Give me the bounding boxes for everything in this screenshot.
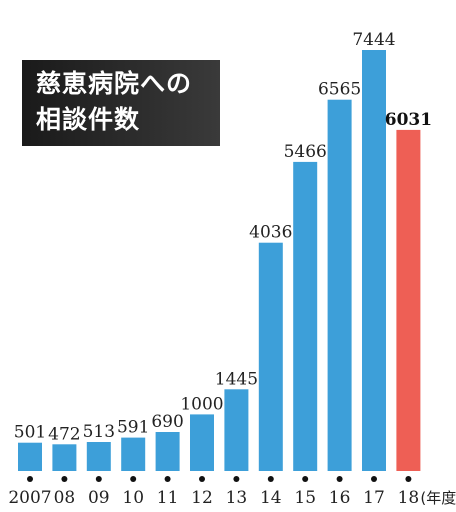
value-label-14: 4036 bbox=[249, 223, 292, 243]
x-tick-label-14: 14 bbox=[260, 488, 282, 508]
bar-2007 bbox=[18, 442, 42, 471]
bar-15 bbox=[293, 161, 318, 471]
bar-08 bbox=[52, 444, 77, 471]
tick-dot-13 bbox=[233, 476, 240, 482]
bar-17 bbox=[362, 50, 386, 471]
bar-09 bbox=[86, 442, 111, 471]
tick-dot-15 bbox=[302, 476, 309, 482]
bar-11 bbox=[155, 432, 180, 471]
tick-dot-09 bbox=[95, 476, 102, 482]
x-tick-label-17: 17 bbox=[363, 488, 385, 508]
bar-10 bbox=[121, 437, 146, 471]
ticks-layer bbox=[27, 476, 412, 482]
value-label-13: 1445 bbox=[215, 369, 258, 389]
x-tick-label-13: 13 bbox=[226, 488, 248, 508]
bar-12 bbox=[190, 414, 214, 471]
tick-dot-10 bbox=[130, 476, 137, 482]
value-label-12: 1000 bbox=[180, 394, 223, 414]
x-tick-label-08: 08 bbox=[54, 488, 76, 508]
value-label-18: 6031 bbox=[385, 110, 432, 130]
x-tick-label-18: 18 bbox=[398, 488, 420, 508]
x-tick-label-11: 11 bbox=[157, 488, 179, 508]
x-tick-label-16: 16 bbox=[329, 488, 351, 508]
tick-dot-2007 bbox=[27, 476, 33, 482]
chart-title-box: 慈恵病院への 相談件数 bbox=[22, 60, 220, 146]
x-tick-label-10: 10 bbox=[122, 488, 144, 508]
tick-dot-18 bbox=[405, 476, 412, 482]
tick-dot-14 bbox=[267, 476, 274, 482]
tick-dot-11 bbox=[164, 476, 171, 482]
value-label-10: 591 bbox=[117, 418, 149, 438]
bar-18 bbox=[396, 129, 421, 471]
bar-14 bbox=[258, 242, 283, 471]
value-label-09: 513 bbox=[83, 422, 115, 442]
tick-dot-12 bbox=[199, 476, 205, 482]
value-label-15: 5466 bbox=[284, 142, 327, 162]
x-tick-label-09: 09 bbox=[88, 488, 110, 508]
value-label-2007: 501 bbox=[14, 423, 46, 443]
x-unit-label: (年度) bbox=[420, 489, 456, 507]
value-label-16: 6565 bbox=[318, 80, 361, 100]
bar-13 bbox=[224, 389, 249, 471]
value-label-11: 690 bbox=[151, 412, 183, 432]
x-tick-label-15: 15 bbox=[294, 488, 316, 508]
tick-dot-17 bbox=[371, 476, 377, 482]
chart-title-line-1: 慈恵病院への bbox=[36, 69, 193, 98]
bars-layer bbox=[18, 50, 421, 471]
value-label-08: 472 bbox=[48, 424, 80, 444]
bar-16 bbox=[327, 99, 352, 471]
tick-dot-08 bbox=[61, 476, 68, 482]
value-label-17: 7444 bbox=[352, 30, 395, 50]
x-tick-label-2007: 2007 bbox=[8, 488, 51, 508]
chart-title-line-2: 相談件数 bbox=[36, 105, 141, 134]
x-tick-label-12: 12 bbox=[191, 488, 213, 508]
tick-dot-16 bbox=[336, 476, 343, 482]
